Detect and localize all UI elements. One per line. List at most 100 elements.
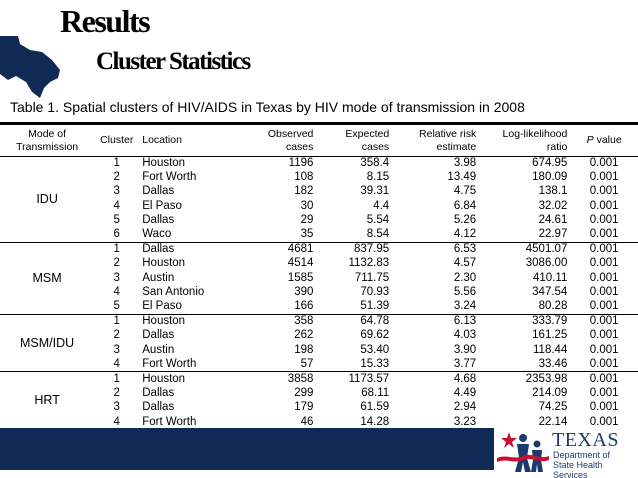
cell-p-value: 0.001	[589, 386, 619, 399]
cell-observed: 198	[294, 343, 314, 356]
cell-log-likelihood: 214.09	[532, 386, 568, 399]
cell-observed: 262	[294, 329, 314, 342]
cell-log-likelihood: 347.54	[532, 286, 568, 299]
cell-relative-risk: 5.56	[453, 286, 477, 299]
cell-cluster: 2	[113, 329, 120, 342]
cell-expected: 39.31	[360, 185, 390, 198]
cell-location: Austin	[142, 271, 175, 284]
table-row: MSM/IDU 1 Houston 358 64.78 6.13 333.79 0.001	[0, 314, 638, 373]
cell-cluster: 1	[113, 315, 120, 328]
cell-observed: 35	[237, 227, 317, 243]
cell-expected: 837.95	[353, 243, 390, 256]
cell-location: El Paso	[142, 199, 182, 212]
logo-dept-line2: State Health Services	[553, 460, 603, 478]
texas-map-icon	[0, 36, 60, 98]
table-row: 3 Austin 1585 711.75 2.30 410.11 0.001	[0, 271, 638, 285]
table-row: 3 Austin 198 53.40 3.90 118.44 0.001	[0, 343, 638, 357]
cell-cluster: 1	[113, 372, 120, 385]
cell-relative-risk: 13.49	[447, 171, 477, 184]
p-italic: P	[586, 134, 594, 147]
table-row: 4 Fort Worth 57 15.33 3.77 33.46 0.001	[0, 357, 638, 373]
cell-relative-risk: 4.12	[392, 227, 480, 243]
cell-p-value: 0.001	[589, 401, 619, 414]
cell-observed: 108	[294, 171, 314, 184]
cell-log-likelihood: 333.79	[532, 315, 568, 328]
table-row: IDU 1 Houston 1196 358.4 3.98 674.95 0.001	[0, 156, 638, 243]
cell-relative-risk: 6.13	[453, 315, 477, 328]
cell-p-value: 0.001	[589, 271, 619, 284]
cell-cluster: 3	[113, 185, 120, 198]
table-body: IDU 1 Houston 1196 358.4 3.98 674.95 0.001 2 Fort…	[0, 156, 638, 429]
cell-expected: 14.28	[360, 415, 390, 428]
table-row: 2 Dallas 262 69.62 4.03 161.25 0.001	[0, 329, 638, 343]
table-row: 4 El Paso 30 4.4 6.84 32.02 0.001	[0, 199, 638, 213]
cell-location: Dallas	[142, 329, 175, 342]
cell-expected: 15.33	[316, 357, 393, 373]
logo-texas-text: TEXAS	[552, 429, 619, 451]
cell-expected: 711.75	[354, 271, 390, 284]
cell-cluster: 3	[113, 401, 120, 414]
cell-p-value: 0.001	[589, 343, 619, 356]
cell-cluster: 3	[113, 271, 120, 284]
table-row: 2 Dallas 299 68.11 4.49 214.09 0.001	[0, 386, 638, 400]
cell-relative-risk: 5.26	[453, 214, 477, 227]
table-row: MSM 1 Dallas 4681 837.95 6.53 4501.07 0.001	[0, 242, 638, 315]
cell-expected: 53.40	[360, 343, 390, 356]
cell-relative-risk: 3.90	[453, 343, 477, 356]
col-header-expected: Expected cases	[316, 126, 393, 157]
cell-expected: 358.4	[360, 156, 390, 169]
cell-location: Dallas	[142, 243, 175, 256]
cell-relative-risk: 4.75	[453, 185, 477, 198]
cell-p-value: 0.001	[589, 257, 619, 270]
cell-observed: 30	[300, 199, 314, 212]
cell-observed: 1196	[288, 156, 314, 169]
cell-expected: 1173.57	[348, 372, 390, 385]
table-row: 3 Dallas 179 61.59 2.94 74.25 0.001	[0, 401, 638, 415]
cell-p-value: 0.001	[589, 171, 619, 184]
cell-cluster: 4	[113, 415, 120, 428]
cell-location: San Antonio	[142, 286, 205, 299]
cell-relative-risk: 6.84	[453, 199, 477, 212]
cell-cluster: 4	[113, 199, 120, 212]
page-subtitle: Cluster Statistics	[96, 48, 251, 75]
cell-p-value: 0.001	[589, 243, 619, 256]
cell-location: Fort Worth	[139, 357, 238, 373]
cell-log-likelihood: 24.61	[538, 214, 568, 227]
cell-log-likelihood: 161.25	[532, 329, 568, 342]
cell-cluster: 2	[113, 386, 120, 399]
cell-log-likelihood: 3086.00	[525, 257, 568, 270]
cell-log-likelihood: 138.1	[538, 185, 568, 198]
cell-observed: 57	[237, 357, 317, 373]
cell-p-value: 0.001	[589, 315, 619, 328]
cell-p-value: 0.001	[589, 286, 619, 299]
cell-relative-risk: 2.94	[453, 401, 477, 414]
cell-location: Fort Worth	[142, 415, 197, 428]
cell-relative-risk: 4.03	[453, 329, 477, 342]
cell-p-value: 0.001	[570, 227, 638, 243]
cell-p-value: 0.001	[589, 214, 619, 227]
col-header-mode: Mode of Transmission	[0, 126, 95, 157]
cell-observed: 3858	[287, 372, 314, 385]
cell-location: Dallas	[142, 185, 175, 198]
cell-log-likelihood: 33.46	[479, 357, 571, 373]
cell-expected: 68.11	[361, 386, 390, 399]
cell-log-likelihood: 74.25	[538, 401, 568, 414]
cell-cluster: 4	[113, 286, 120, 299]
cell-location: Dallas	[142, 401, 175, 414]
cell-location: Houston	[142, 156, 186, 169]
cell-relative-risk: 3.24	[392, 299, 480, 315]
cell-relative-risk: 3.98	[453, 156, 477, 169]
cell-relative-risk: 3.23	[453, 415, 477, 428]
col-header-cluster: Cluster	[94, 126, 140, 157]
cell-p-value: 0.001	[589, 199, 619, 212]
cell-observed: 4514	[287, 257, 314, 270]
cell-log-likelihood: 2353.98	[525, 372, 568, 385]
cell-expected: 61.59	[360, 401, 390, 414]
logo-dept-line1: Department of	[553, 450, 611, 460]
cell-expected: 1132.83	[348, 257, 390, 270]
cell-expected: 8.54	[316, 227, 393, 243]
cell-observed: 390	[294, 286, 314, 299]
table-row: 6 Waco 35 8.54 4.12 22.97 0.001	[0, 227, 638, 243]
cell-cluster: 2	[113, 171, 120, 184]
col-header-relative-risk: Relative risk estimate	[392, 126, 480, 157]
